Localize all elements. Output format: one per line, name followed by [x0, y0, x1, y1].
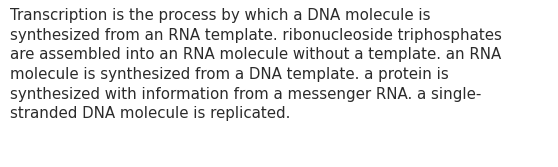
- Text: Transcription is the process by which a DNA molecule is
synthesized from an RNA : Transcription is the process by which a …: [10, 8, 502, 121]
